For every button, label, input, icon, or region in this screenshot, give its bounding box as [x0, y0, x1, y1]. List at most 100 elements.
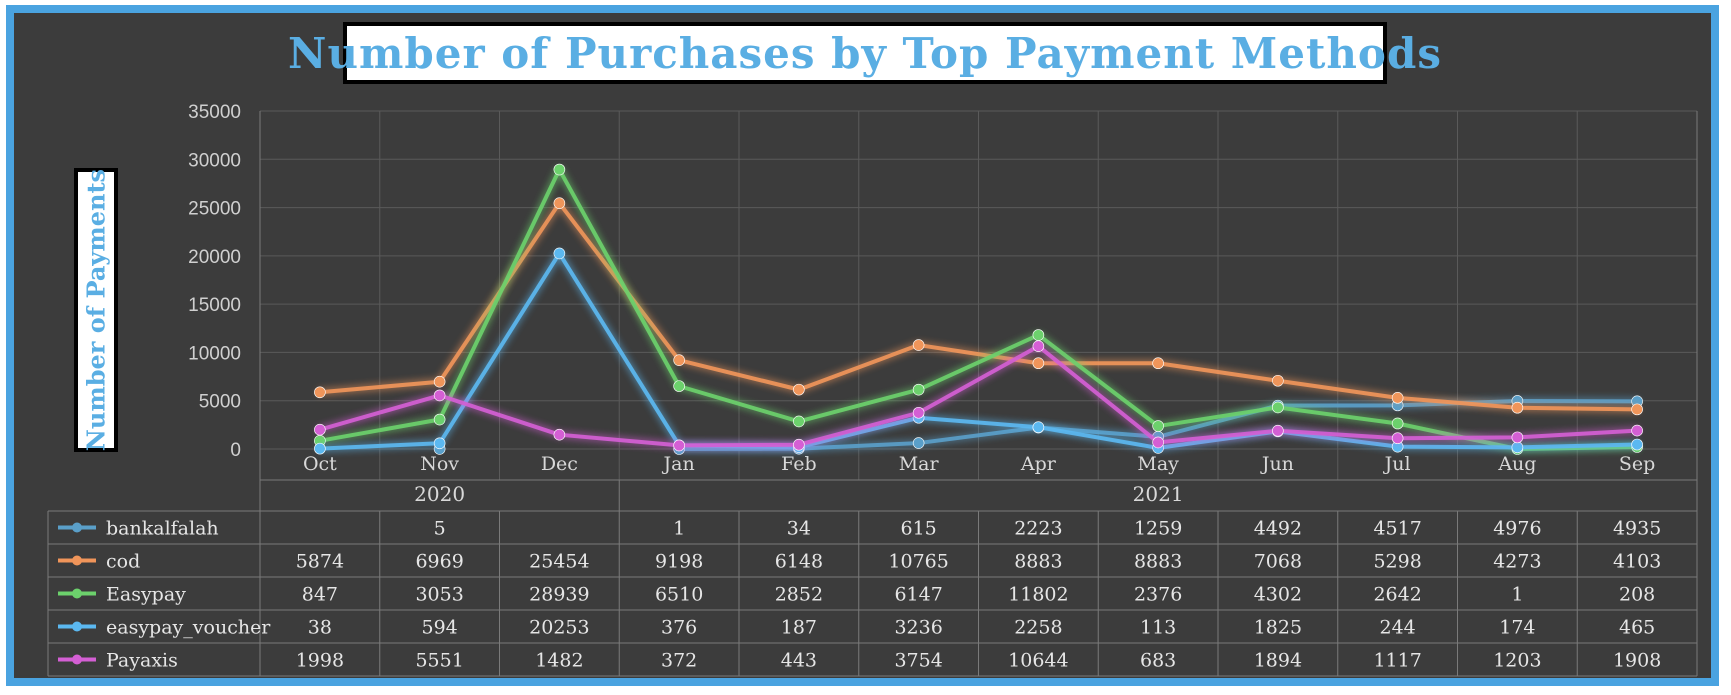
- y-axis: 35000 30000 25000 20000 15000 10000 5000 0: [188, 102, 241, 461]
- data-point-Easypay: [1032, 329, 1045, 341]
- data-point-Payaxis: [1391, 432, 1404, 445]
- table-cell: 4492: [1254, 518, 1302, 540]
- table-cell: 9198: [655, 551, 703, 573]
- table-cell: 1203: [1493, 650, 1541, 672]
- series-line-Payaxis: [317, 344, 1640, 448]
- y-tick-label: 25000: [188, 199, 241, 220]
- data-point-easypay_voucher: [1631, 438, 1643, 451]
- data-point-easypay_voucher: [1511, 441, 1524, 454]
- table-cell: 615: [900, 518, 936, 540]
- table-cell: 1825: [1254, 617, 1302, 639]
- table-cell: 465: [1619, 617, 1655, 639]
- data-point-Payaxis: [314, 423, 326, 436]
- x-tick-label: Aug: [1497, 453, 1536, 475]
- data-point-Easypay: [673, 380, 685, 392]
- data-point-cod: [1032, 357, 1045, 370]
- table-cell: 25454: [529, 551, 589, 573]
- x-tick-label: Jan: [662, 453, 695, 475]
- table-cell: 1: [1511, 584, 1523, 606]
- table-cell: 208: [1619, 584, 1655, 606]
- table-cell: 2258: [1014, 617, 1062, 639]
- table-cell: 174: [1499, 617, 1535, 639]
- y-axis-label-box: Number of Payments: [74, 168, 118, 452]
- year-label: 2020: [414, 482, 465, 506]
- table-cell: 2852: [775, 584, 823, 606]
- series-cod: [314, 197, 1643, 416]
- table-cell: 4103: [1613, 551, 1661, 573]
- table-cell: 8883: [1134, 551, 1182, 573]
- data-point-Easypay: [793, 415, 805, 428]
- data-point-Easypay: [1272, 401, 1284, 414]
- legend-key-marker: [72, 588, 82, 599]
- data-point-Payaxis: [1152, 436, 1164, 449]
- chart-title: Number of Purchases by Top Payment Metho…: [288, 28, 1442, 78]
- series-Payaxis: [314, 340, 1643, 452]
- legend-key-marker: [72, 555, 82, 566]
- legend-key-marker: [72, 654, 82, 665]
- gridlines: [259, 110, 1698, 480]
- data-point-Payaxis: [433, 389, 446, 402]
- data-point-cod: [433, 375, 446, 388]
- data-point-easypay_voucher: [553, 247, 566, 260]
- data-point-cod: [1272, 374, 1284, 387]
- y-tick-label: 10000: [188, 343, 241, 364]
- table-row-easypay_voucher: easypay_voucher 38 594 20253 376 187 3236 2258 1…: [58, 617, 1655, 639]
- data-point-cod: [673, 354, 685, 366]
- table-cell: 8883: [1014, 551, 1062, 573]
- legend-label: easypay_voucher: [106, 617, 271, 639]
- series-line-cod: [317, 201, 1640, 412]
- data-point-cod: [314, 386, 326, 399]
- data-point-bankalfalah: [912, 437, 925, 449]
- data-point-Payaxis: [1511, 431, 1524, 444]
- table-cell: 20253: [529, 617, 589, 639]
- table-cell: 1482: [535, 650, 583, 672]
- chart-title-box: Number of Purchases by Top Payment Metho…: [288, 22, 1441, 84]
- table-cell: 6510: [655, 584, 703, 606]
- data-point-cod: [1511, 401, 1524, 414]
- table-cell: 5: [434, 518, 446, 540]
- x-tick-label: Mar: [899, 453, 940, 475]
- table-cell: 187: [781, 617, 817, 639]
- data-point-Payaxis: [1631, 424, 1643, 437]
- y-tick-label: 30000: [188, 150, 241, 171]
- table-cell: 113: [1140, 617, 1176, 639]
- data-point-cod: [1152, 357, 1164, 370]
- data-point-Payaxis: [673, 439, 685, 452]
- table-cell: 2376: [1134, 584, 1182, 606]
- legend-label: cod: [106, 551, 140, 573]
- data-point-Payaxis: [793, 438, 805, 451]
- table-cell: 7068: [1254, 551, 1302, 573]
- legend-key-marker: [72, 621, 82, 632]
- table-row-Payaxis: Payaxis 1998 5551 1482 372 443 3754 10644 683 189…: [58, 650, 1661, 672]
- x-tick-label: Apr: [1020, 453, 1057, 475]
- table-cell: 1908: [1613, 650, 1661, 672]
- table-cell: 244: [1379, 617, 1415, 639]
- table-cell: 376: [661, 617, 697, 639]
- data-point-Payaxis: [1272, 424, 1284, 437]
- table-cell: 11802: [1008, 584, 1068, 606]
- table-cell: 6147: [894, 584, 942, 606]
- table-cell: 10765: [888, 551, 948, 573]
- table-cell: 38: [308, 617, 332, 639]
- legend-key-marker: [72, 522, 82, 533]
- table-row-Easypay: Easypay 847 3053 28939 6510 2852 6147 11802 2376…: [58, 584, 1655, 606]
- table-cell: 28939: [529, 584, 589, 606]
- table-cell: 10644: [1008, 650, 1068, 672]
- table-cell: 4976: [1493, 518, 1541, 540]
- data-point-Easypay: [553, 163, 566, 176]
- series-line-easypay_voucher: [317, 251, 1640, 451]
- series-Easypay: [314, 163, 1643, 455]
- chart-frame: [6, 5, 1719, 686]
- table-cell: 6969: [415, 551, 463, 573]
- x-tick-label: Nov: [420, 453, 459, 475]
- x-tick-label: Dec: [541, 453, 578, 475]
- table-cell: 4517: [1373, 518, 1421, 540]
- y-tick-label: 35000: [188, 102, 241, 123]
- table-cell: 4273: [1493, 551, 1541, 573]
- table-cell: 4935: [1613, 518, 1661, 540]
- data-point-Payaxis: [1032, 340, 1045, 353]
- x-axis: Oct Nov Dec Jan Feb Mar Apr May Jun Jul Aug Sep 2020…: [259, 453, 1698, 511]
- table-cell: 3236: [894, 617, 942, 639]
- x-tick-label: Sep: [1619, 453, 1655, 475]
- y-tick-label: 0: [230, 440, 241, 461]
